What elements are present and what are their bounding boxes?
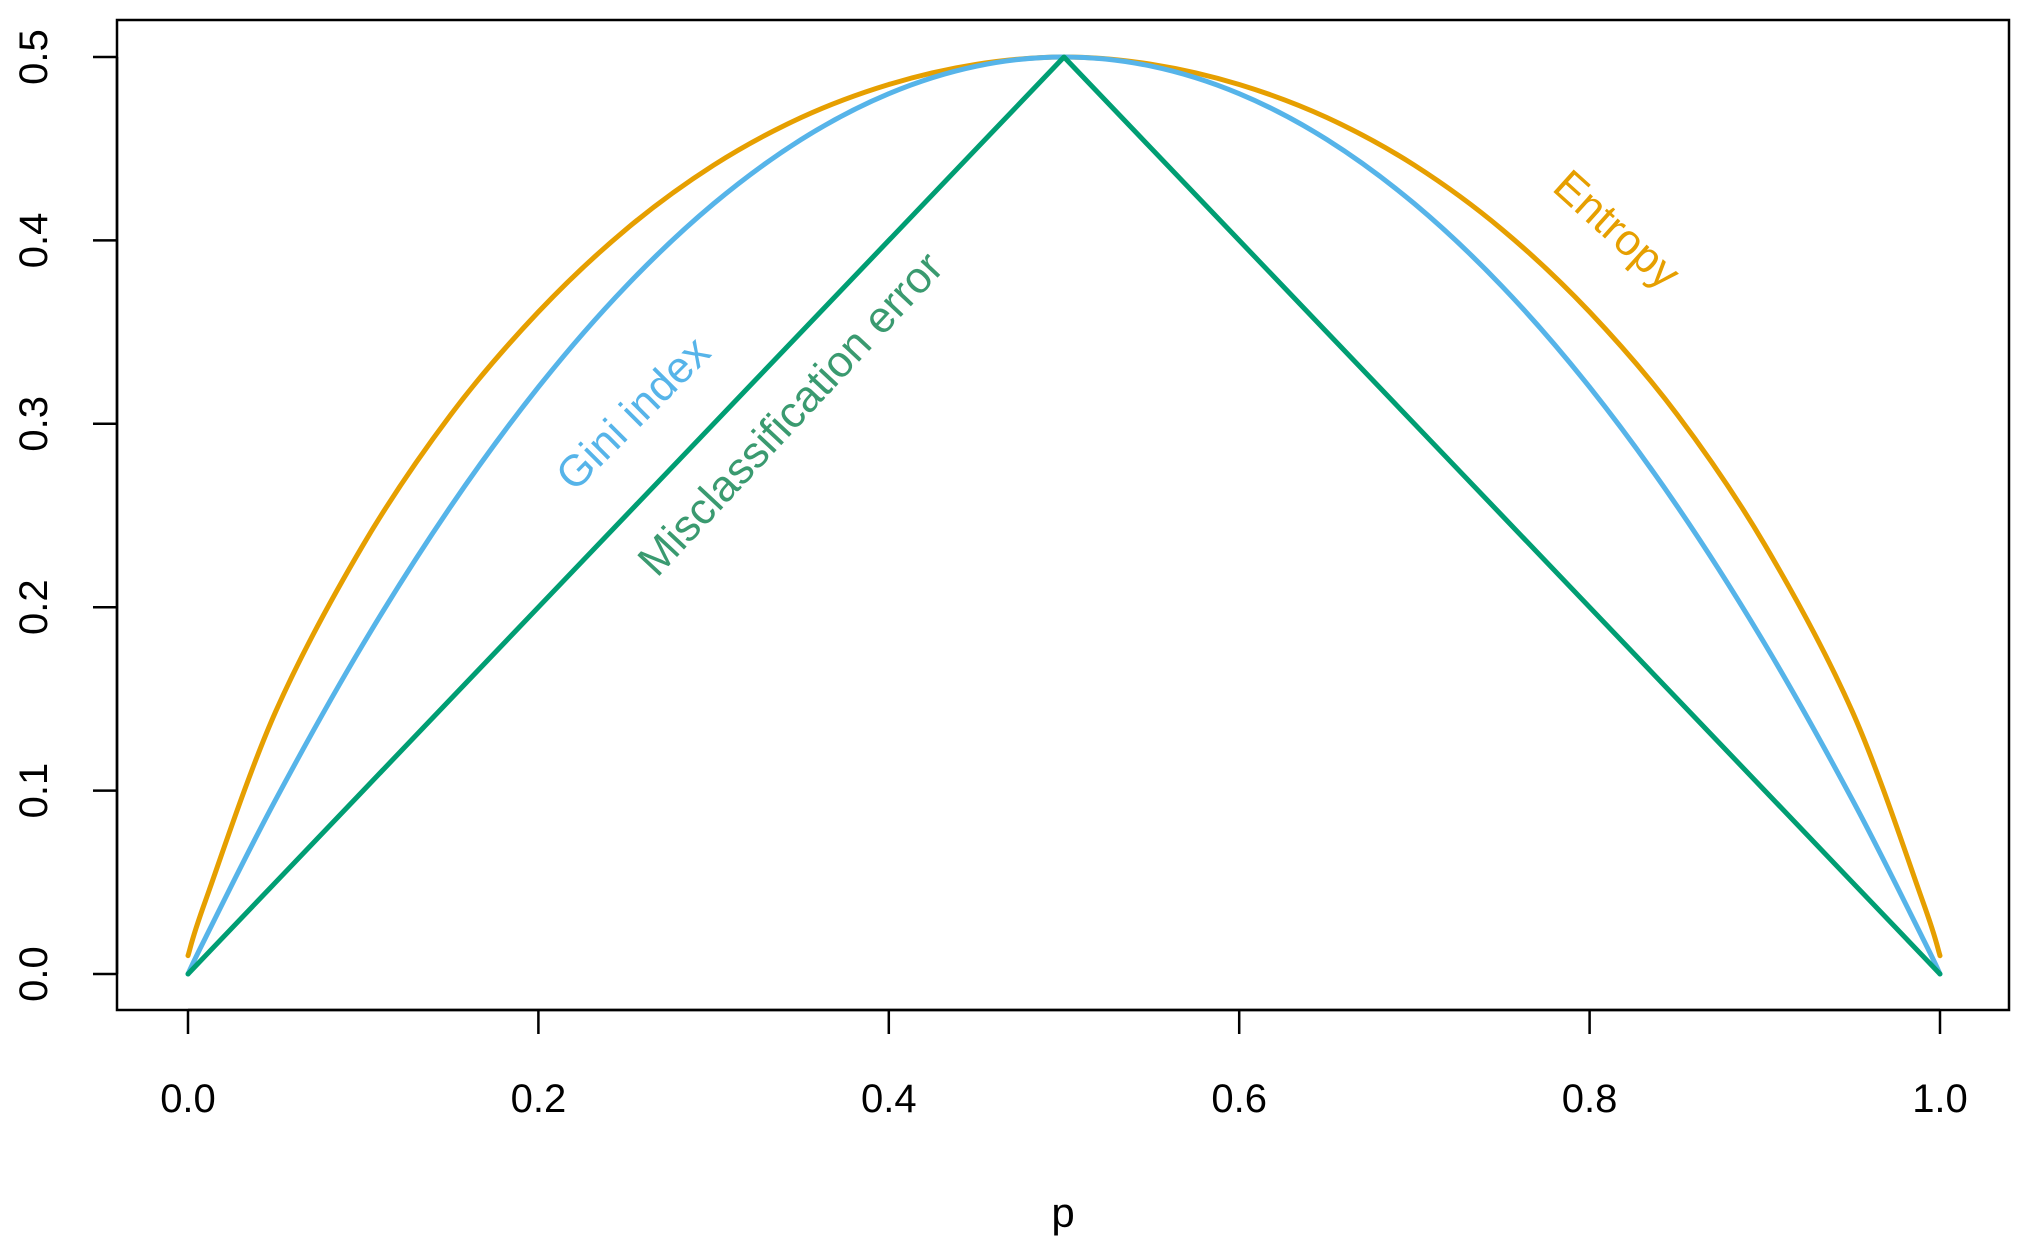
x-tick-label: 0.6 — [1211, 1077, 1267, 1121]
y-tick-label: 0.3 — [12, 396, 56, 452]
y-tick-label: 0.2 — [12, 579, 56, 635]
x-tick-label: 0.8 — [1562, 1077, 1618, 1121]
y-tick-label: 0.4 — [12, 213, 56, 269]
y-tick-label: 0.5 — [12, 29, 56, 85]
x-tick-label: 0.4 — [861, 1077, 917, 1121]
annotation-gini-index: Gini index — [547, 327, 720, 500]
series-line-misclassification-error — [185, 54, 1943, 977]
y-tick-label: 0.0 — [12, 946, 56, 1002]
y-axis: 0.0 0.1 0.2 0.3 0.4 0.5 — [12, 29, 119, 1002]
annotation-misclassification-error: Misclassification error — [628, 243, 952, 586]
x-tick-label: 1.0 — [1912, 1077, 1968, 1121]
y-tick-label: 0.1 — [12, 763, 56, 819]
x-tick-label: 0.2 — [511, 1077, 567, 1121]
series-curves — [185, 54, 1943, 977]
plot-frame — [115, 18, 2011, 1012]
x-tick-label: 0.0 — [160, 1077, 216, 1121]
series-line-gini-index — [185, 54, 1943, 977]
x-axis-title: p — [1051, 1189, 1074, 1236]
annotation-entropy: Entropy — [1544, 161, 1689, 299]
x-axis: 0.0 0.2 0.4 0.6 0.8 1.0 — [160, 1008, 1968, 1121]
